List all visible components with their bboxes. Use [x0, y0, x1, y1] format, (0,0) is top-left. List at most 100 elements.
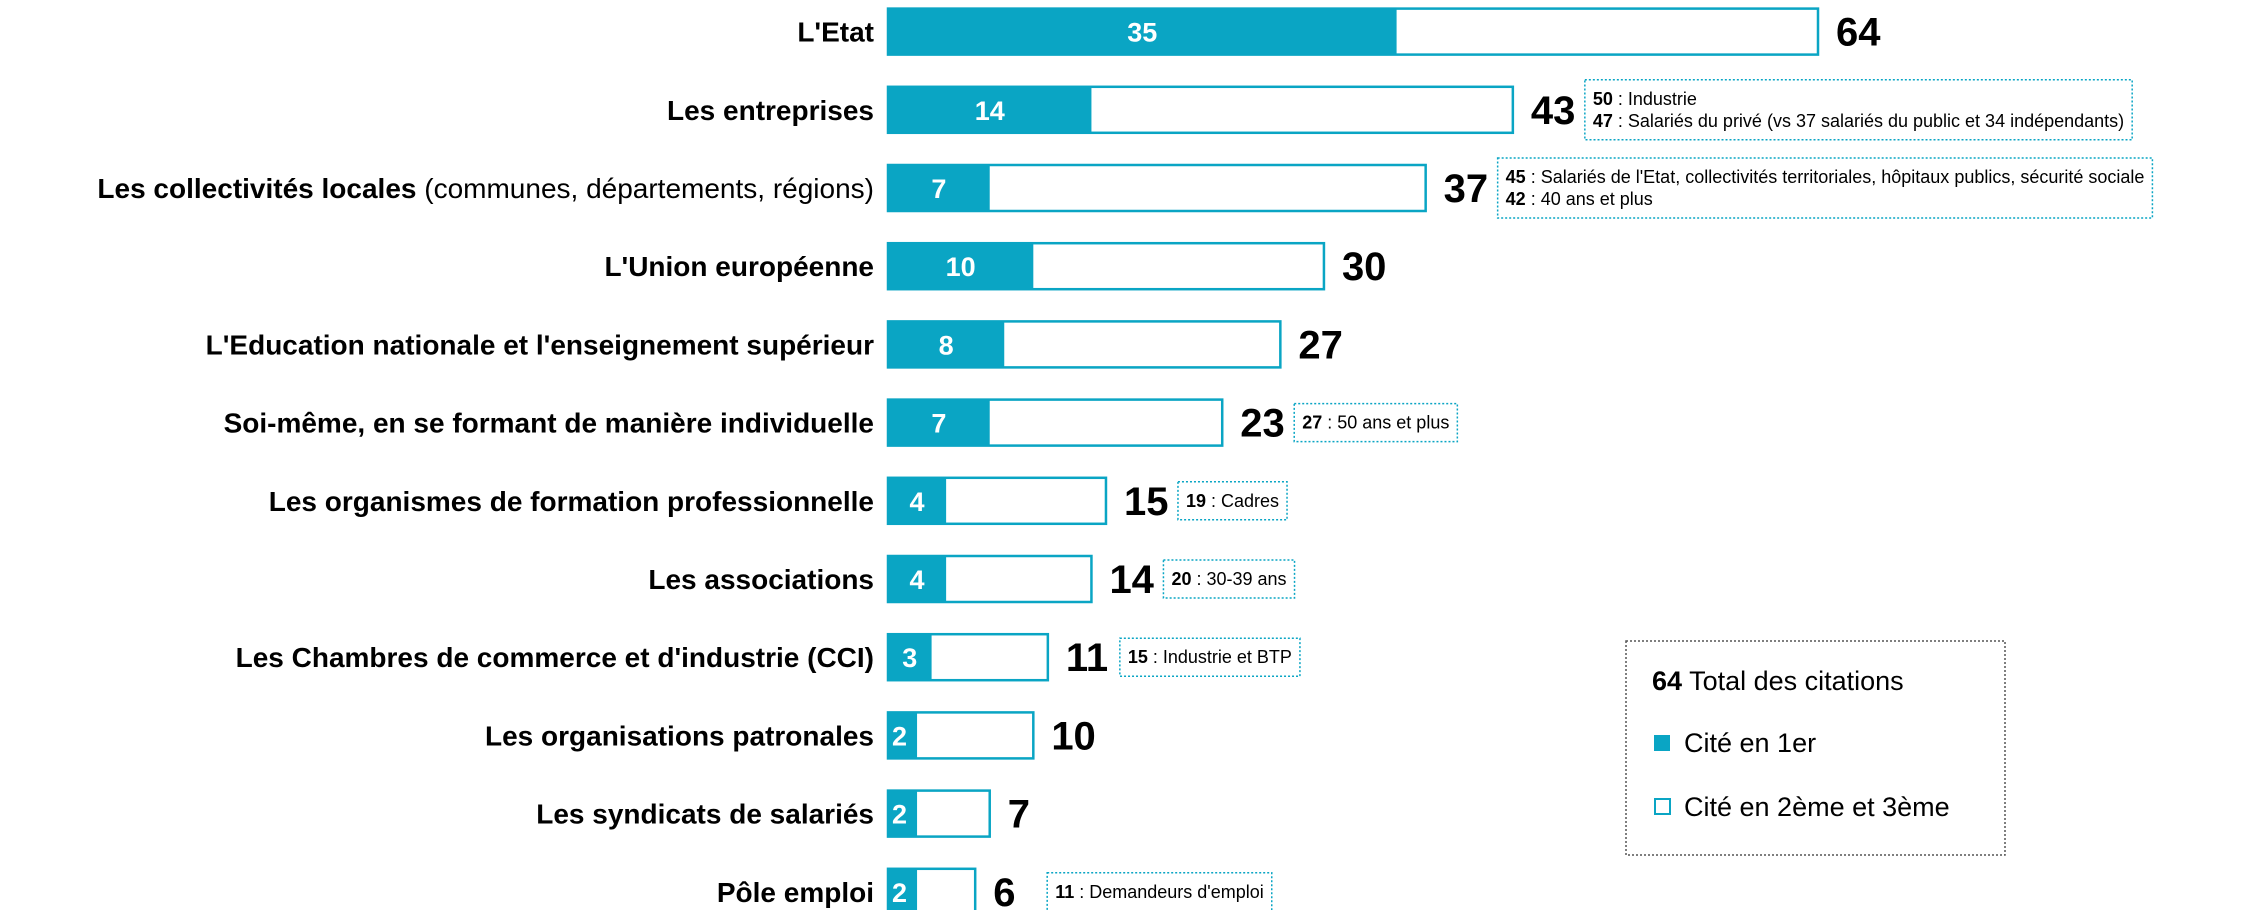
category-name: Les entreprises: [667, 94, 874, 125]
first-bar: [888, 712, 918, 759]
category-name: Soi-même, en se formant de manière indiv…: [224, 407, 874, 438]
total-value-label: 15: [1124, 480, 1169, 524]
annotation-box: [1496, 157, 2154, 219]
first-bar: [888, 634, 932, 681]
category-name: Les syndicats de salariés: [536, 798, 874, 829]
annotation-label: : 30-39 ans: [1191, 569, 1286, 589]
annotation-value: 42: [1506, 189, 1526, 209]
category-name: Les collectivités locales: [97, 173, 416, 204]
legend-total-label: Total des citations: [1689, 666, 1904, 696]
annotation-value: 45: [1506, 167, 1526, 187]
first-value-label: 4: [910, 565, 925, 595]
total-value-label: 64: [1836, 11, 1881, 55]
category-detail: (communes, départements, régions): [424, 173, 874, 204]
category-label: Les collectivités locales (communes, dép…: [97, 173, 874, 204]
total-value-label: 30: [1342, 245, 1387, 289]
category-label: Les syndicats de salariés: [536, 798, 874, 829]
annotation-label: : Cadres: [1206, 491, 1279, 511]
total-value-label: 37: [1444, 167, 1489, 211]
total-value-label: 10: [1051, 714, 1096, 758]
first-bar: [888, 790, 918, 837]
first-bar: [888, 165, 990, 211]
first-value-label: 2: [892, 800, 907, 830]
annotation-text: 15 : Industrie et BTP: [1128, 647, 1292, 667]
annotation-box: [1177, 481, 1288, 521]
total-value-label: 27: [1298, 323, 1343, 367]
first-value-label: 7: [931, 174, 946, 204]
annotation-label: : Industrie: [1613, 89, 1697, 109]
first-value-label: 14: [975, 96, 1005, 126]
annotation-text: 27 : 50 ans et plus: [1302, 413, 1449, 433]
annotation-box: [1584, 79, 2133, 141]
first-value-label: 8: [939, 330, 954, 360]
category-name: Pôle emploi: [717, 876, 874, 907]
category-label: L'Union européenne: [604, 251, 874, 282]
annotation-box: [1162, 559, 1296, 599]
category-name: Les associations: [648, 564, 874, 595]
first-bar: [888, 321, 1005, 368]
annotation-text: 50 : Industrie: [1593, 89, 1697, 109]
legend-label: Cité en 1er: [1684, 728, 1816, 758]
annotation-label: : 50 ans et plus: [1322, 413, 1449, 433]
first-value-label: 4: [910, 487, 925, 517]
legend-label: Cité en 2ème et 3ème: [1684, 792, 1950, 822]
first-value-label: 10: [946, 252, 976, 282]
first-value-label: 2: [892, 721, 907, 751]
first-bar: [888, 86, 1092, 133]
annotation-box: [1119, 637, 1301, 677]
category-name: Les organisations patronales: [485, 720, 874, 751]
legend-swatch: [1654, 735, 1670, 751]
category-label: Les Chambres de commerce et d'industrie …: [236, 642, 874, 673]
annotation-value: 11: [1055, 882, 1074, 902]
annotation-text: 45 : Salariés de l'Etat, collectivités t…: [1506, 167, 2145, 187]
annotation-box: [1046, 872, 1273, 910]
annotation-value: 19: [1186, 491, 1206, 511]
first-bar: [888, 243, 1034, 290]
first-bar: [888, 399, 990, 446]
annotation-value: 15: [1128, 647, 1148, 667]
annotation-label: : 40 ans et plus: [1526, 189, 1653, 209]
first-bar: [888, 556, 947, 602]
annotation-text: 20 : 30-39 ans: [1171, 569, 1286, 589]
first-value-label: 3: [902, 643, 917, 673]
annotation-label: : Salariés de l'Etat, collectivités terr…: [1526, 167, 2145, 187]
category-label: L'Education nationale et l'enseignement …: [206, 329, 874, 360]
total-value-label: 7: [1008, 793, 1030, 837]
legend-total: 64 Total des citations: [1652, 666, 1904, 696]
category-label: Pôle emploi: [717, 876, 874, 907]
first-value-label: 7: [931, 409, 946, 439]
first-bar: [888, 8, 1397, 55]
annotation-text: 19 : Cadres: [1186, 491, 1279, 511]
first-value-label: 35: [1127, 18, 1157, 48]
annotation-text: 11 : Demandeurs d'emploi: [1055, 882, 1264, 902]
total-value-label: 23: [1240, 402, 1285, 446]
first-bar: [888, 868, 918, 910]
first-bar: [888, 477, 947, 524]
annotation-box: [1293, 402, 1459, 443]
total-value-label: 6: [993, 871, 1015, 910]
annotation-value: 47: [1593, 111, 1613, 131]
annotation-text: 47 : Salariés du privé (vs 37 salariés d…: [1593, 111, 2124, 131]
annotation-label: : Demandeurs d'emploi: [1074, 882, 1264, 902]
category-label: Les associations: [648, 564, 874, 595]
category-label: L'Etat: [797, 16, 874, 47]
category-label: Les organisations patronales: [485, 720, 874, 751]
annotation-value: 50: [1593, 89, 1613, 109]
category-name: Les Chambres de commerce et d'industrie …: [236, 642, 874, 673]
legend-box: [1625, 640, 2006, 856]
annotation-value: 27: [1302, 413, 1322, 433]
category-label: Les entreprises: [667, 94, 874, 125]
total-value-label: 43: [1531, 89, 1576, 133]
annotation-label: : Industrie et BTP: [1148, 647, 1292, 667]
category-name: L'Etat: [797, 16, 874, 47]
legend-swatch: [1654, 798, 1671, 815]
category-name: L'Education nationale et l'enseignement …: [206, 329, 874, 360]
total-value-label: 11: [1066, 636, 1108, 680]
annotation-text: 42 : 40 ans et plus: [1506, 189, 1653, 209]
annotation-label: : Salariés du privé (vs 37 salariés du p…: [1613, 111, 2124, 131]
category-label: Soi-même, en se formant de manière indiv…: [224, 407, 874, 438]
annotation-value: 20: [1171, 569, 1191, 589]
category-name: Les organismes de formation professionne…: [269, 485, 874, 516]
